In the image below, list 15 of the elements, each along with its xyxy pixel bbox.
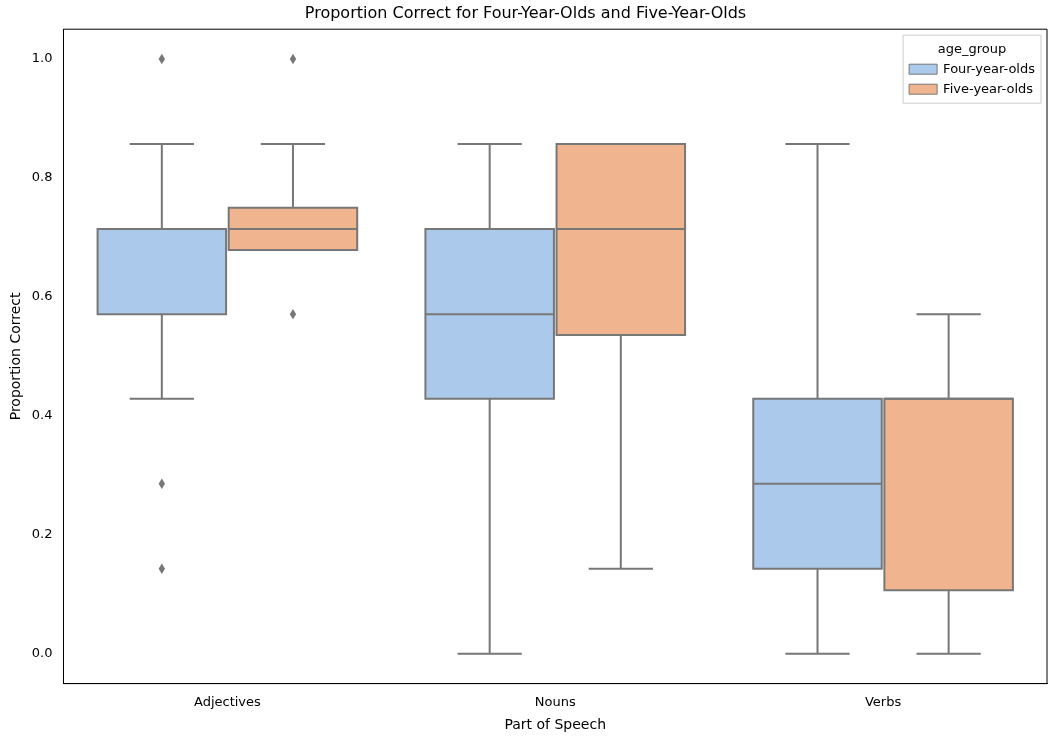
- x-tick-label: Adjectives: [193, 693, 262, 709]
- chart-title: Proportion Correct for Four-Year-Olds and Five-Year-Olds: [304, 2, 747, 22]
- y-tick-label: 0.0: [31, 645, 53, 661]
- x-axis-title: Part of Speech: [504, 716, 607, 733]
- y-tick-label: 0.4: [31, 407, 53, 423]
- legend-label: Five-year-olds: [943, 80, 1034, 96]
- y-tick-label: 1.0: [31, 50, 53, 66]
- legend-label: Four-year-olds: [943, 60, 1036, 76]
- y-tick-label: 0.6: [31, 288, 53, 304]
- y-tick-label: 0.8: [31, 169, 53, 185]
- legend-title: age_group: [937, 40, 1007, 56]
- y-axis-title: Proportion Correct: [7, 292, 24, 421]
- x-tick-label: Nouns: [534, 693, 576, 709]
- x-tick-label: Verbs: [864, 693, 902, 709]
- y-tick-label: 0.2: [31, 526, 53, 542]
